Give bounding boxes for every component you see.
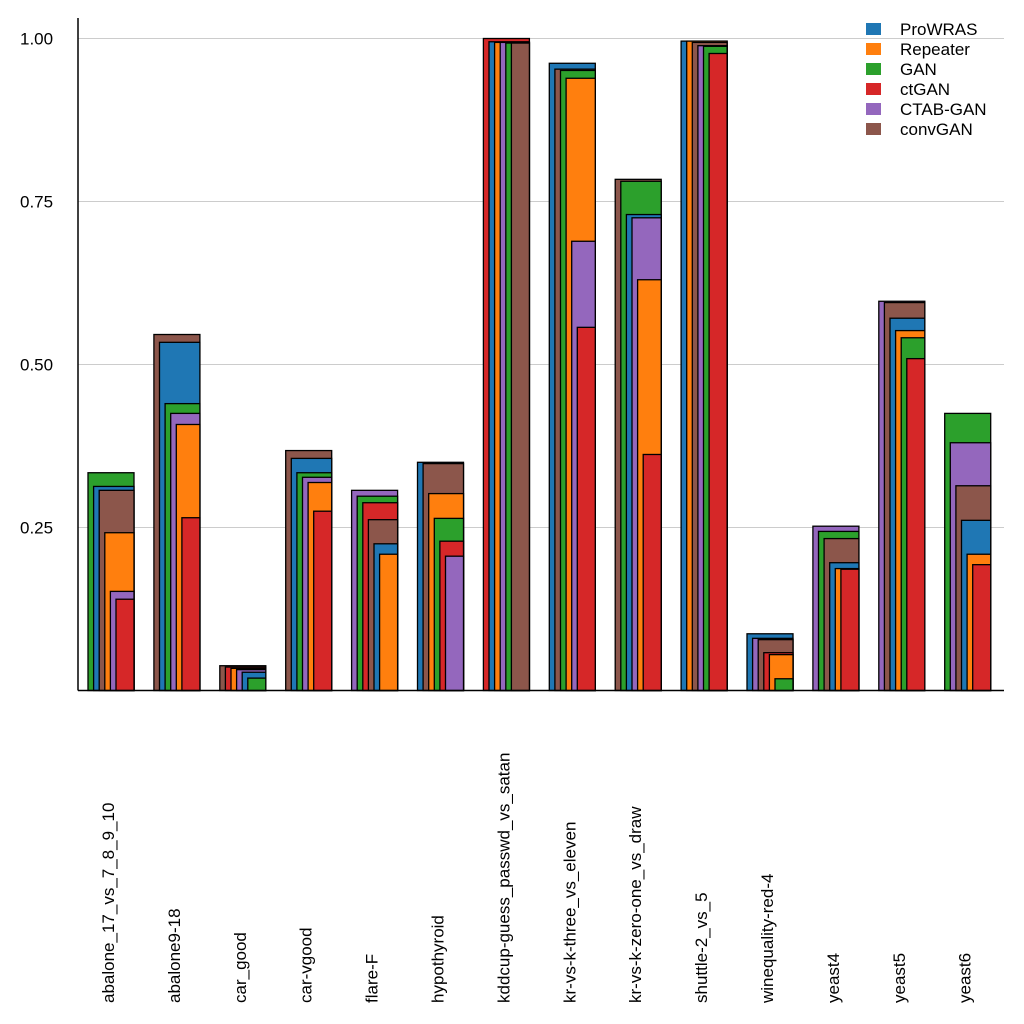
x-tick-label: yeast4: [824, 953, 843, 1003]
bar-group: [285, 449, 333, 692]
bar-ctgan: [906, 357, 926, 692]
y-tick-label: 0.25: [20, 519, 53, 538]
x-tick-label: kr-vs-k-zero-one_vs_draw: [626, 806, 645, 1003]
bars: [87, 37, 992, 692]
legend-swatch: [866, 23, 881, 35]
legend-label: GAN: [900, 60, 937, 79]
bar-group: [944, 412, 992, 692]
x-tick-label: winequality-red-4: [758, 874, 777, 1004]
y-tick-label: 1.00: [20, 30, 53, 49]
x-tick-label: car_good: [231, 932, 250, 1003]
bar-group: [153, 333, 201, 692]
bar-ctgan: [642, 453, 662, 692]
x-tick-label: yeast6: [956, 953, 975, 1003]
x-tick-label: abalone_17_vs_7_8_9_10: [99, 803, 118, 1003]
gridlines: [78, 38, 1004, 528]
legend-swatch: [866, 63, 881, 75]
bar-group: [219, 665, 267, 692]
y-tick-label: 0.75: [20, 193, 53, 212]
bar-ctgan: [972, 564, 992, 692]
bar-gan: [247, 677, 267, 692]
legend-item: Repeater: [866, 40, 970, 59]
bar-ctgan: [708, 52, 728, 692]
bar-group: [87, 472, 135, 692]
bar-group: [548, 62, 596, 692]
legend-item: GAN: [866, 60, 937, 79]
x-tick-label: yeast5: [890, 953, 909, 1003]
bar-group: [350, 489, 399, 692]
bar-repeater: [378, 553, 399, 692]
bar-ctab-gan: [444, 555, 465, 692]
bar-group: [746, 633, 794, 692]
bar-group: [614, 178, 662, 692]
legend-item: CTAB-GAN: [866, 100, 987, 119]
legend-item: ctGAN: [866, 80, 950, 99]
legend-swatch: [866, 123, 881, 135]
x-axis-labels: abalone_17_vs_7_8_9_10 abalone9-18 car_goo…: [99, 753, 975, 1004]
bar-convgan: [510, 42, 531, 692]
bar-ctgan: [115, 598, 135, 692]
bar-ctgan: [576, 326, 596, 692]
legend-label: convGAN: [900, 120, 973, 139]
bar-ctgan: [840, 568, 860, 692]
legend-label: Repeater: [900, 40, 970, 59]
legend-swatch: [866, 43, 881, 55]
legend-label: CTAB-GAN: [900, 100, 987, 119]
y-tick-label: 0.50: [20, 356, 53, 375]
bar-group: [812, 525, 860, 692]
bar-group: [416, 461, 465, 692]
legend-label: ProWRAS: [900, 20, 977, 39]
x-tick-label: flare-F: [363, 954, 382, 1003]
bar-group: [482, 37, 531, 692]
x-tick-label: hypothyroid: [429, 915, 448, 1003]
bar-group: [680, 40, 728, 692]
bar-group: [878, 300, 926, 692]
bar-ctgan: [181, 517, 201, 692]
legend-swatch: [866, 103, 881, 115]
legend-swatch: [866, 83, 881, 95]
legend-item: ProWRAS: [866, 20, 977, 39]
x-tick-label: car-vgood: [297, 927, 316, 1003]
x-tick-label: abalone9-18: [165, 908, 184, 1003]
x-tick-label: kr-vs-k-three_vs_eleven: [560, 822, 579, 1003]
legend-label: ctGAN: [900, 80, 950, 99]
legend-item: convGAN: [866, 120, 973, 139]
x-tick-label: shuttle-2_vs_5: [692, 892, 711, 1003]
y-axis-ticks: 0.25 0.50 0.75 1.00: [20, 30, 53, 538]
x-tick-label: kddcup-guess_passwd_vs_satan: [494, 753, 513, 1003]
axes: [77, 18, 1004, 692]
bar-gan: [774, 678, 794, 692]
bar-ctgan: [313, 510, 333, 692]
